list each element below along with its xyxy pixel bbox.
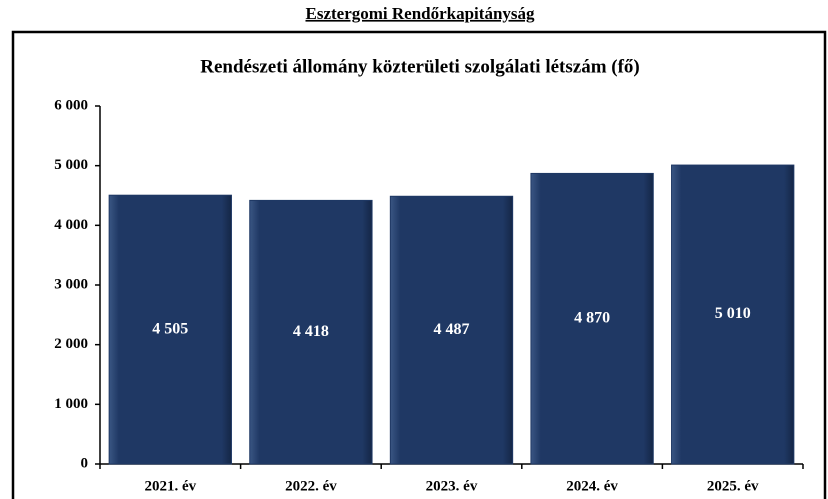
y-tick-label: 4 000 — [54, 217, 88, 233]
chart-frame — [11, 30, 827, 499]
chart-title: Rendészeti állomány közterületi szolgála… — [200, 56, 640, 77]
value-label: 5 010 — [715, 305, 751, 322]
y-tick-label: 6 000 — [54, 97, 88, 113]
bar — [530, 172, 654, 465]
x-tick-label: 2025. év — [707, 478, 759, 494]
bar — [249, 199, 373, 465]
bar — [671, 164, 795, 465]
y-tick-label: 1 000 — [54, 396, 88, 412]
x-tick-label: 2024. év — [566, 478, 618, 494]
x-tick-label: 2022. év — [285, 478, 337, 494]
y-tick-label: 2 000 — [54, 336, 88, 352]
value-label: 4 418 — [293, 323, 329, 340]
value-label: 4 870 — [574, 309, 610, 326]
y-tick-label: 3 000 — [54, 276, 88, 292]
bar — [108, 194, 232, 465]
bar — [389, 195, 514, 465]
value-label: 4 505 — [152, 320, 188, 337]
x-tick-label: 2023. év — [426, 478, 478, 494]
y-tick-label: 0 — [81, 455, 89, 471]
x-tick-label: 2021. év — [144, 478, 196, 494]
page-title: Esztergomi Rendőrkapitányság — [305, 4, 535, 23]
y-tick-label: 5 000 — [54, 157, 88, 173]
value-label: 4 487 — [434, 321, 470, 338]
